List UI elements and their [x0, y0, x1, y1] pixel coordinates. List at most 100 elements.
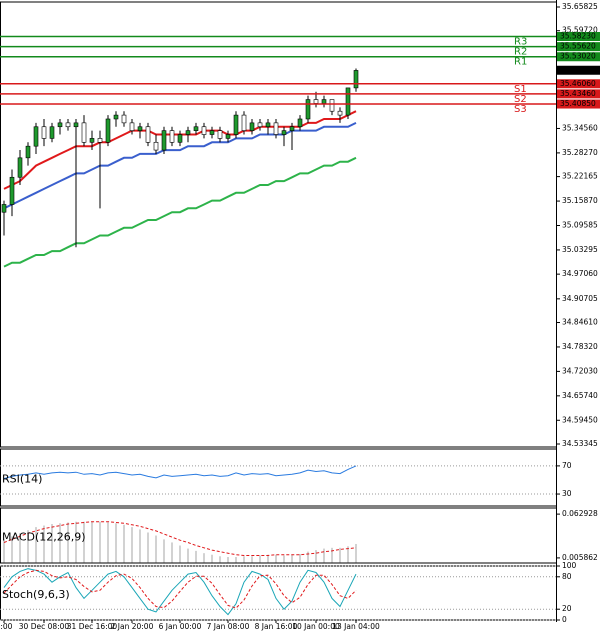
candle-body	[33, 126, 39, 147]
macd-bar	[339, 547, 341, 563]
candle-body	[89, 138, 95, 143]
candle-body	[185, 130, 191, 135]
macd-bar	[115, 523, 117, 563]
candle-body	[177, 134, 183, 143]
level-name: R1	[514, 57, 527, 68]
macd-bar	[187, 548, 189, 563]
y-tick-label: 35.65825	[562, 2, 598, 11]
y-tick-label: 0.005862	[562, 553, 598, 562]
candle-body	[257, 122, 263, 128]
candle-body	[113, 114, 119, 120]
x-tick-label: 30 Dec 08:00	[19, 622, 70, 631]
candle-body	[273, 122, 279, 135]
level-price: 35.55620	[560, 42, 596, 51]
panel-title: RSI(14)	[2, 473, 42, 486]
level-price: 35.40850	[560, 99, 596, 108]
macd-bar	[35, 527, 37, 563]
candle-body	[305, 99, 311, 120]
candle-body	[329, 99, 335, 112]
y-tick-label: 35.34560	[562, 123, 598, 132]
indicator-line	[3, 465, 357, 480]
y-tick-label: 34.97060	[562, 269, 598, 278]
macd-bar	[107, 522, 109, 563]
x-tick-label: 4:00	[0, 622, 13, 631]
candle-body	[49, 126, 55, 139]
y-tick-label: 34.72030	[562, 366, 598, 375]
stoch-line	[3, 569, 357, 609]
macd-bar	[75, 521, 77, 563]
macd-bar	[227, 557, 229, 563]
macd-bar	[131, 527, 133, 563]
macd-bar	[195, 550, 197, 563]
candle-body	[337, 110, 343, 116]
x-tick-label: 8 Jan 16:00	[255, 622, 298, 631]
macd-bar	[315, 550, 317, 563]
candle-body	[289, 126, 295, 131]
candle-body	[225, 134, 231, 139]
macd-bar	[347, 546, 349, 563]
candle-body	[145, 126, 151, 143]
level-price-box	[557, 31, 600, 41]
macd-bar	[155, 535, 157, 563]
y-tick-label: 30	[562, 489, 572, 498]
macd-bar	[235, 557, 237, 563]
macd-bar	[147, 532, 149, 563]
moving-average	[3, 122, 357, 210]
macd-bar	[99, 521, 101, 563]
candle-body	[353, 70, 359, 89]
candle-body	[209, 130, 215, 135]
candle-body	[201, 126, 207, 135]
candle-body	[321, 99, 327, 104]
panel-title: MACD(12,26,9)	[2, 531, 86, 544]
macd-bar	[283, 555, 285, 563]
x-tick-label: 31 Dec 16:00	[67, 622, 118, 631]
candle-body	[169, 130, 175, 143]
candle-body	[1, 204, 7, 213]
candle-body	[297, 118, 303, 128]
level-price: 35.46060	[560, 79, 596, 88]
macd-bar	[163, 539, 165, 563]
candle-body	[105, 118, 111, 143]
moving-average	[3, 156, 357, 268]
level-price: 35.53020	[560, 52, 596, 61]
x-tick-label: 13 Jan 04:00	[332, 622, 380, 631]
level-price-box	[557, 99, 600, 109]
macd-bar	[251, 556, 253, 563]
macd-bar	[83, 521, 85, 563]
y-tick-label: 34.53345	[562, 439, 598, 448]
macd-bar	[139, 529, 141, 563]
candle-body	[161, 130, 167, 151]
y-tick-label: 34.90705	[562, 294, 598, 303]
candle-body	[265, 122, 271, 128]
macd-bar	[67, 522, 69, 563]
candle-body	[41, 126, 47, 139]
candle-body	[9, 176, 15, 205]
x-tick-label: 7 Jan 08:00	[207, 622, 250, 631]
level-price-box	[557, 89, 600, 99]
level-price: 35.58230	[560, 31, 596, 40]
y-tick-label: 100	[562, 561, 577, 570]
candle-body	[249, 122, 255, 131]
macd-bar	[123, 524, 125, 563]
macd-bar	[299, 553, 301, 563]
candle-body	[137, 126, 143, 131]
macd-bar	[19, 533, 21, 563]
y-tick-label: 35.03295	[562, 245, 598, 254]
candle-body	[153, 141, 159, 151]
x-tick-label: 2 Jan 20:00	[111, 622, 154, 631]
macd-bar	[91, 521, 93, 563]
macd-bar	[307, 551, 309, 563]
candle-body	[97, 138, 103, 143]
macd-bar	[203, 553, 205, 563]
level-name: R2	[514, 47, 527, 58]
current-price-box	[557, 65, 600, 75]
candle-body	[81, 122, 87, 143]
macd-bar	[211, 554, 213, 563]
candle-body	[57, 122, 63, 128]
macd-bar	[243, 556, 245, 563]
y-tick-label: 20	[562, 604, 572, 613]
macd-bar	[323, 548, 325, 563]
